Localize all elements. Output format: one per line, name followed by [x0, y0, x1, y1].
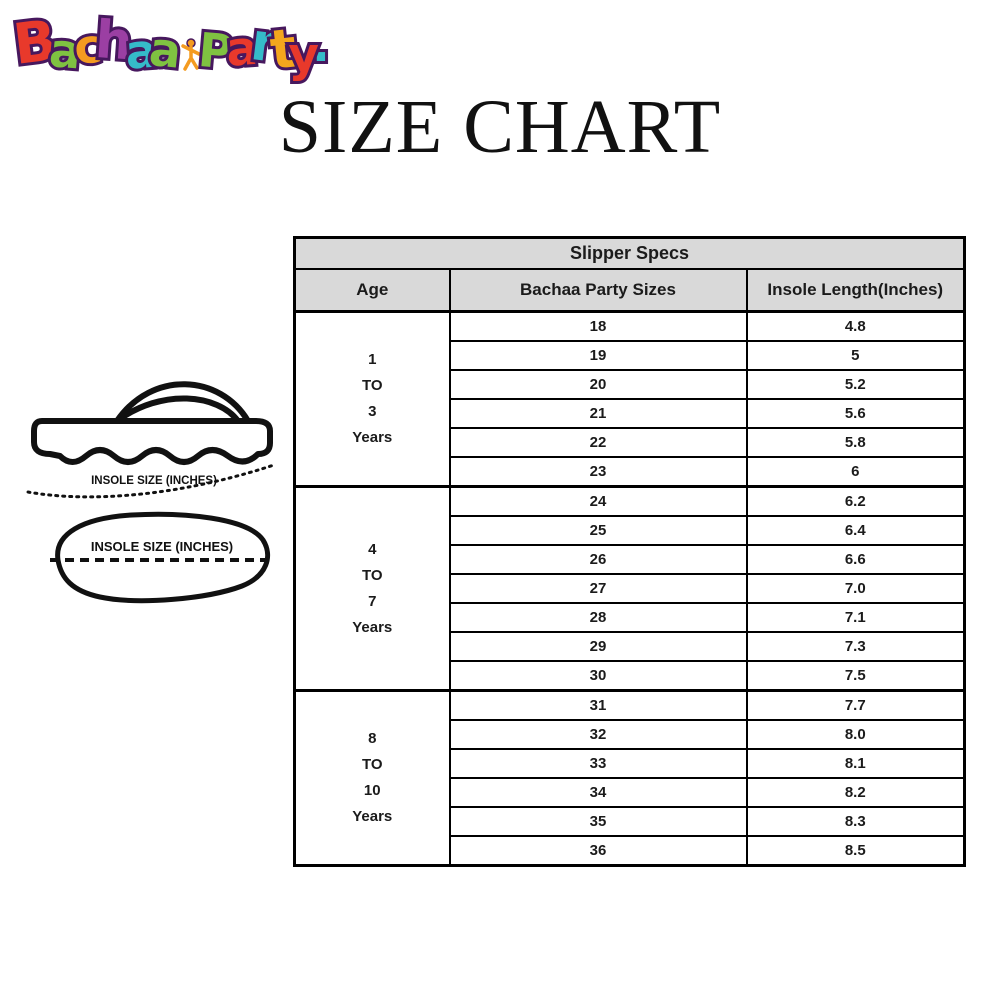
insole-cell: 8.5: [745, 835, 966, 867]
insole-cell: 8.2: [745, 777, 966, 808]
size-cell: 19: [448, 340, 748, 371]
slipper-illustrations: INSOLE SIZE (INCHES) INSOLE SIZE (INCHES…: [20, 368, 288, 614]
logo-letter: h: [91, 7, 131, 75]
size-cell: 33: [448, 748, 748, 779]
column-header-row: Age Bachaa Party Sizes Insole Length(Inc…: [293, 268, 966, 313]
child-figure-icon: [181, 29, 201, 84]
column-header-sizes: Bachaa Party Sizes: [448, 268, 748, 313]
table-row: 8 TO 10 Years 31 7.7: [293, 689, 966, 867]
column-header-insole: Insole Length(Inches): [745, 268, 966, 313]
table-row: 20 5.2: [295, 369, 966, 400]
table-row: 22 5.8: [295, 427, 966, 458]
table-row: 21 5.6: [295, 398, 966, 429]
table-row: 4 TO 7 Years 24 6.2: [293, 485, 966, 692]
age-group-cell: 4 TO 7 Years: [293, 485, 451, 692]
table-row: 27 7.0: [295, 573, 966, 604]
size-cell: 22: [448, 427, 748, 458]
insole-cell: 7.0: [745, 573, 966, 604]
insole-cell: 8.0: [745, 719, 966, 750]
logo-letter: B: [7, 6, 56, 81]
size-cell: 26: [448, 544, 748, 575]
size-cell: 31: [448, 689, 748, 721]
size-cell: 29: [448, 631, 748, 662]
size-cell: 27: [448, 573, 748, 604]
flipflop-side-view: INSOLE SIZE (INCHES): [26, 381, 276, 499]
slipper-diagram: INSOLE SIZE (INCHES) INSOLE SIZE (INCHES…: [26, 381, 276, 604]
insole-cell: 6.6: [745, 544, 966, 575]
size-cell: 30: [448, 660, 748, 692]
table-row: 26 6.6: [295, 544, 966, 575]
insole-top-view: INSOLE SIZE (INCHES): [50, 511, 272, 604]
logo-letter: .: [309, 15, 333, 76]
insole-cell: 8.3: [745, 806, 966, 837]
table-row: 32 8.0: [295, 719, 966, 750]
table-row: 29 7.3: [295, 631, 966, 662]
insole-cell: 7.5: [745, 660, 966, 692]
size-cell: 28: [448, 602, 748, 633]
table-row: 1 TO 3 Years 18 4.8: [293, 310, 966, 488]
size-cell: 34: [448, 777, 748, 808]
table-row: 30 7.5: [295, 660, 966, 692]
size-cell: 32: [448, 719, 748, 750]
insole-cell: 8.1: [745, 748, 966, 779]
table-row: 35 8.3: [295, 806, 966, 837]
insole-cell: 7.7: [745, 689, 966, 721]
insole-cell: 6.4: [745, 515, 966, 546]
size-cell: 36: [448, 835, 748, 867]
top-view-label: INSOLE SIZE (INCHES): [91, 539, 233, 554]
size-cell: 25: [448, 515, 748, 546]
insole-cell: 7.3: [745, 631, 966, 662]
size-cell: 20: [448, 369, 748, 400]
insole-cell: 4.8: [745, 310, 966, 342]
table-row: 34 8.2: [295, 777, 966, 808]
size-cell: 18: [448, 310, 748, 342]
size-cell: 23: [448, 456, 748, 488]
table-row: 19 5: [295, 340, 966, 371]
size-cell: 21: [448, 398, 748, 429]
table-row: 28 7.1: [295, 602, 966, 633]
table-title: Slipper Specs: [293, 236, 966, 270]
flipflop-strap: [114, 381, 251, 424]
insole-cell: 6: [745, 456, 966, 488]
column-header-age: Age: [293, 268, 451, 313]
insole-outline: [55, 511, 271, 604]
insole-cell: 5: [745, 340, 966, 371]
table-row: 36 8.5: [295, 835, 966, 867]
size-cell: 24: [448, 485, 748, 517]
side-measure-dotted-line: [26, 463, 276, 499]
logo-letter: P: [193, 19, 231, 82]
size-cell: 35: [448, 806, 748, 837]
logo-letter: a: [144, 18, 180, 81]
age-group-cell: 1 TO 3 Years: [293, 310, 451, 488]
insole-cell: 5.2: [745, 369, 966, 400]
insole-cell: 7.1: [745, 602, 966, 633]
age-group-cell: 8 TO 10 Years: [293, 689, 451, 867]
table-title-row: Slipper Specs: [293, 236, 966, 270]
side-view-label: INSOLE SIZE (INCHES): [91, 475, 217, 487]
insole-cell: 5.8: [745, 427, 966, 458]
logo-letter: y: [285, 25, 321, 86]
page-title: SIZE CHART: [278, 85, 722, 169]
table-row: 33 8.1: [295, 748, 966, 779]
insole-cell: 6.2: [745, 485, 966, 517]
insole-cell: 5.6: [745, 398, 966, 429]
flipflop-sole: [31, 418, 273, 465]
size-chart-table: Slipper Specs Age Bachaa Party Sizes Ins…: [293, 236, 966, 867]
brand-logo: B a c h a a P a r t y .: [7, 6, 333, 86]
table-row: 25 6.4: [295, 515, 966, 546]
